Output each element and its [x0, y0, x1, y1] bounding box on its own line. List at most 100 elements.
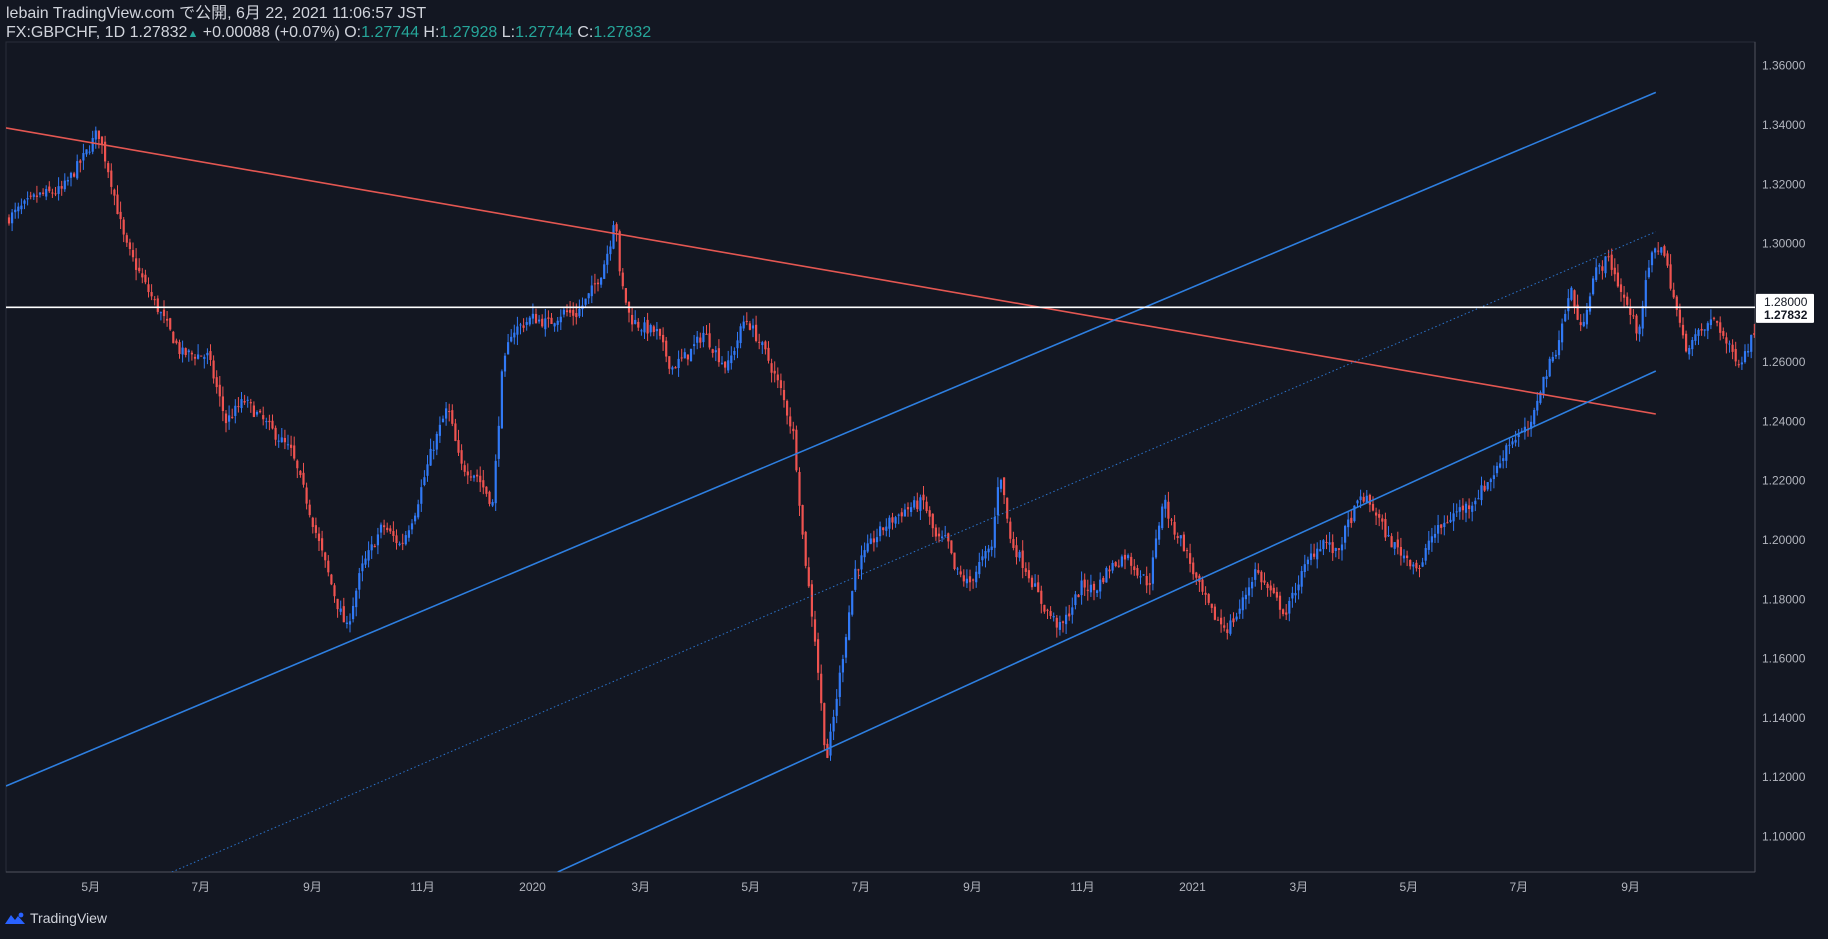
candle	[1337, 548, 1340, 560]
candle	[1102, 575, 1105, 585]
candle	[246, 396, 249, 408]
candle-body	[1058, 622, 1061, 630]
candle	[1096, 589, 1099, 598]
candle	[643, 317, 646, 339]
candle-body	[200, 355, 203, 357]
candle	[66, 176, 69, 186]
x-tick-label: 5月	[741, 880, 760, 894]
candle	[1753, 323, 1755, 338]
candle	[200, 355, 203, 357]
candle-body	[1396, 539, 1399, 548]
candle-body	[1006, 497, 1009, 519]
candle-body	[1588, 296, 1592, 312]
candle	[1356, 499, 1359, 507]
candle	[1080, 571, 1083, 605]
candle	[1415, 559, 1418, 572]
candle-body	[1046, 609, 1049, 611]
candle-body	[1523, 426, 1526, 433]
candle	[984, 545, 987, 568]
candle-body	[1353, 505, 1356, 522]
candle	[1120, 554, 1123, 568]
candle-body	[838, 672, 841, 697]
candle-body	[392, 531, 395, 536]
candle-body	[1384, 519, 1387, 538]
candle	[1554, 350, 1557, 360]
candle-body	[48, 186, 51, 192]
candle-body	[376, 534, 379, 546]
candle	[1480, 476, 1483, 506]
candle-body	[1285, 612, 1288, 615]
candle	[1716, 320, 1719, 327]
candle-body	[745, 320, 748, 322]
candle-body	[755, 324, 758, 342]
candle-body	[441, 418, 445, 423]
candle	[1815, 335, 1817, 356]
candle	[110, 163, 113, 195]
candle-body	[841, 659, 844, 673]
candle	[1086, 579, 1089, 601]
y-tick-label: 1.22000	[1762, 474, 1806, 488]
candle-body	[128, 242, 131, 250]
candle-body	[1455, 511, 1458, 513]
candle	[624, 287, 627, 305]
candle-body	[317, 533, 321, 541]
candle-body	[1015, 545, 1018, 558]
candle-body	[224, 413, 228, 424]
candle-body	[531, 313, 534, 319]
candle	[1319, 540, 1322, 552]
candle	[383, 519, 386, 535]
candle	[866, 534, 869, 554]
candle	[476, 469, 479, 483]
candle	[20, 198, 23, 215]
candle-body	[1557, 340, 1561, 356]
candle-body	[541, 318, 544, 327]
candle	[968, 569, 972, 592]
candle-body	[407, 530, 410, 538]
candle	[259, 408, 262, 414]
candle-body	[1099, 579, 1102, 592]
candle-body	[1161, 506, 1164, 529]
candle-body	[507, 342, 510, 355]
tradingview-logo-icon[interactable]	[4, 911, 26, 925]
candle	[1691, 336, 1694, 357]
candle	[1278, 591, 1282, 619]
candle-body	[88, 151, 91, 153]
candle-body	[1068, 613, 1071, 617]
candle-body	[1564, 313, 1567, 322]
symbol-label[interactable]: FX:GBPCHF, 1D	[6, 24, 126, 41]
candle	[550, 312, 553, 325]
candle-body	[1582, 321, 1585, 327]
y-tick-label: 1.34000	[1762, 118, 1806, 132]
candle	[807, 557, 810, 588]
candle	[953, 552, 956, 571]
candle	[891, 512, 894, 530]
candle-body	[1390, 536, 1393, 548]
candle-body	[1722, 331, 1725, 336]
candle-body	[1613, 267, 1616, 275]
candle-body	[975, 571, 978, 583]
candle	[228, 405, 231, 430]
candle	[265, 417, 268, 429]
candle	[665, 336, 668, 363]
candle-body	[1232, 618, 1235, 623]
footer-brand[interactable]: TradingView	[30, 910, 108, 926]
candle	[1167, 491, 1170, 528]
candle	[717, 339, 720, 367]
candle	[491, 499, 494, 508]
candle	[621, 268, 624, 290]
candle-body	[888, 517, 891, 529]
x-tick-label: 7月	[851, 880, 870, 894]
candle-body	[1812, 340, 1814, 348]
candle	[965, 569, 968, 588]
y-tick-label: 1.14000	[1762, 711, 1806, 725]
candle-body	[1158, 525, 1161, 540]
candle-body	[1449, 519, 1452, 523]
candle	[339, 600, 342, 616]
candle-body	[931, 513, 934, 529]
candle	[1083, 573, 1086, 596]
candle-body	[900, 512, 903, 517]
candle	[1601, 260, 1604, 280]
candle-body	[615, 224, 618, 232]
candle-body	[181, 347, 184, 355]
